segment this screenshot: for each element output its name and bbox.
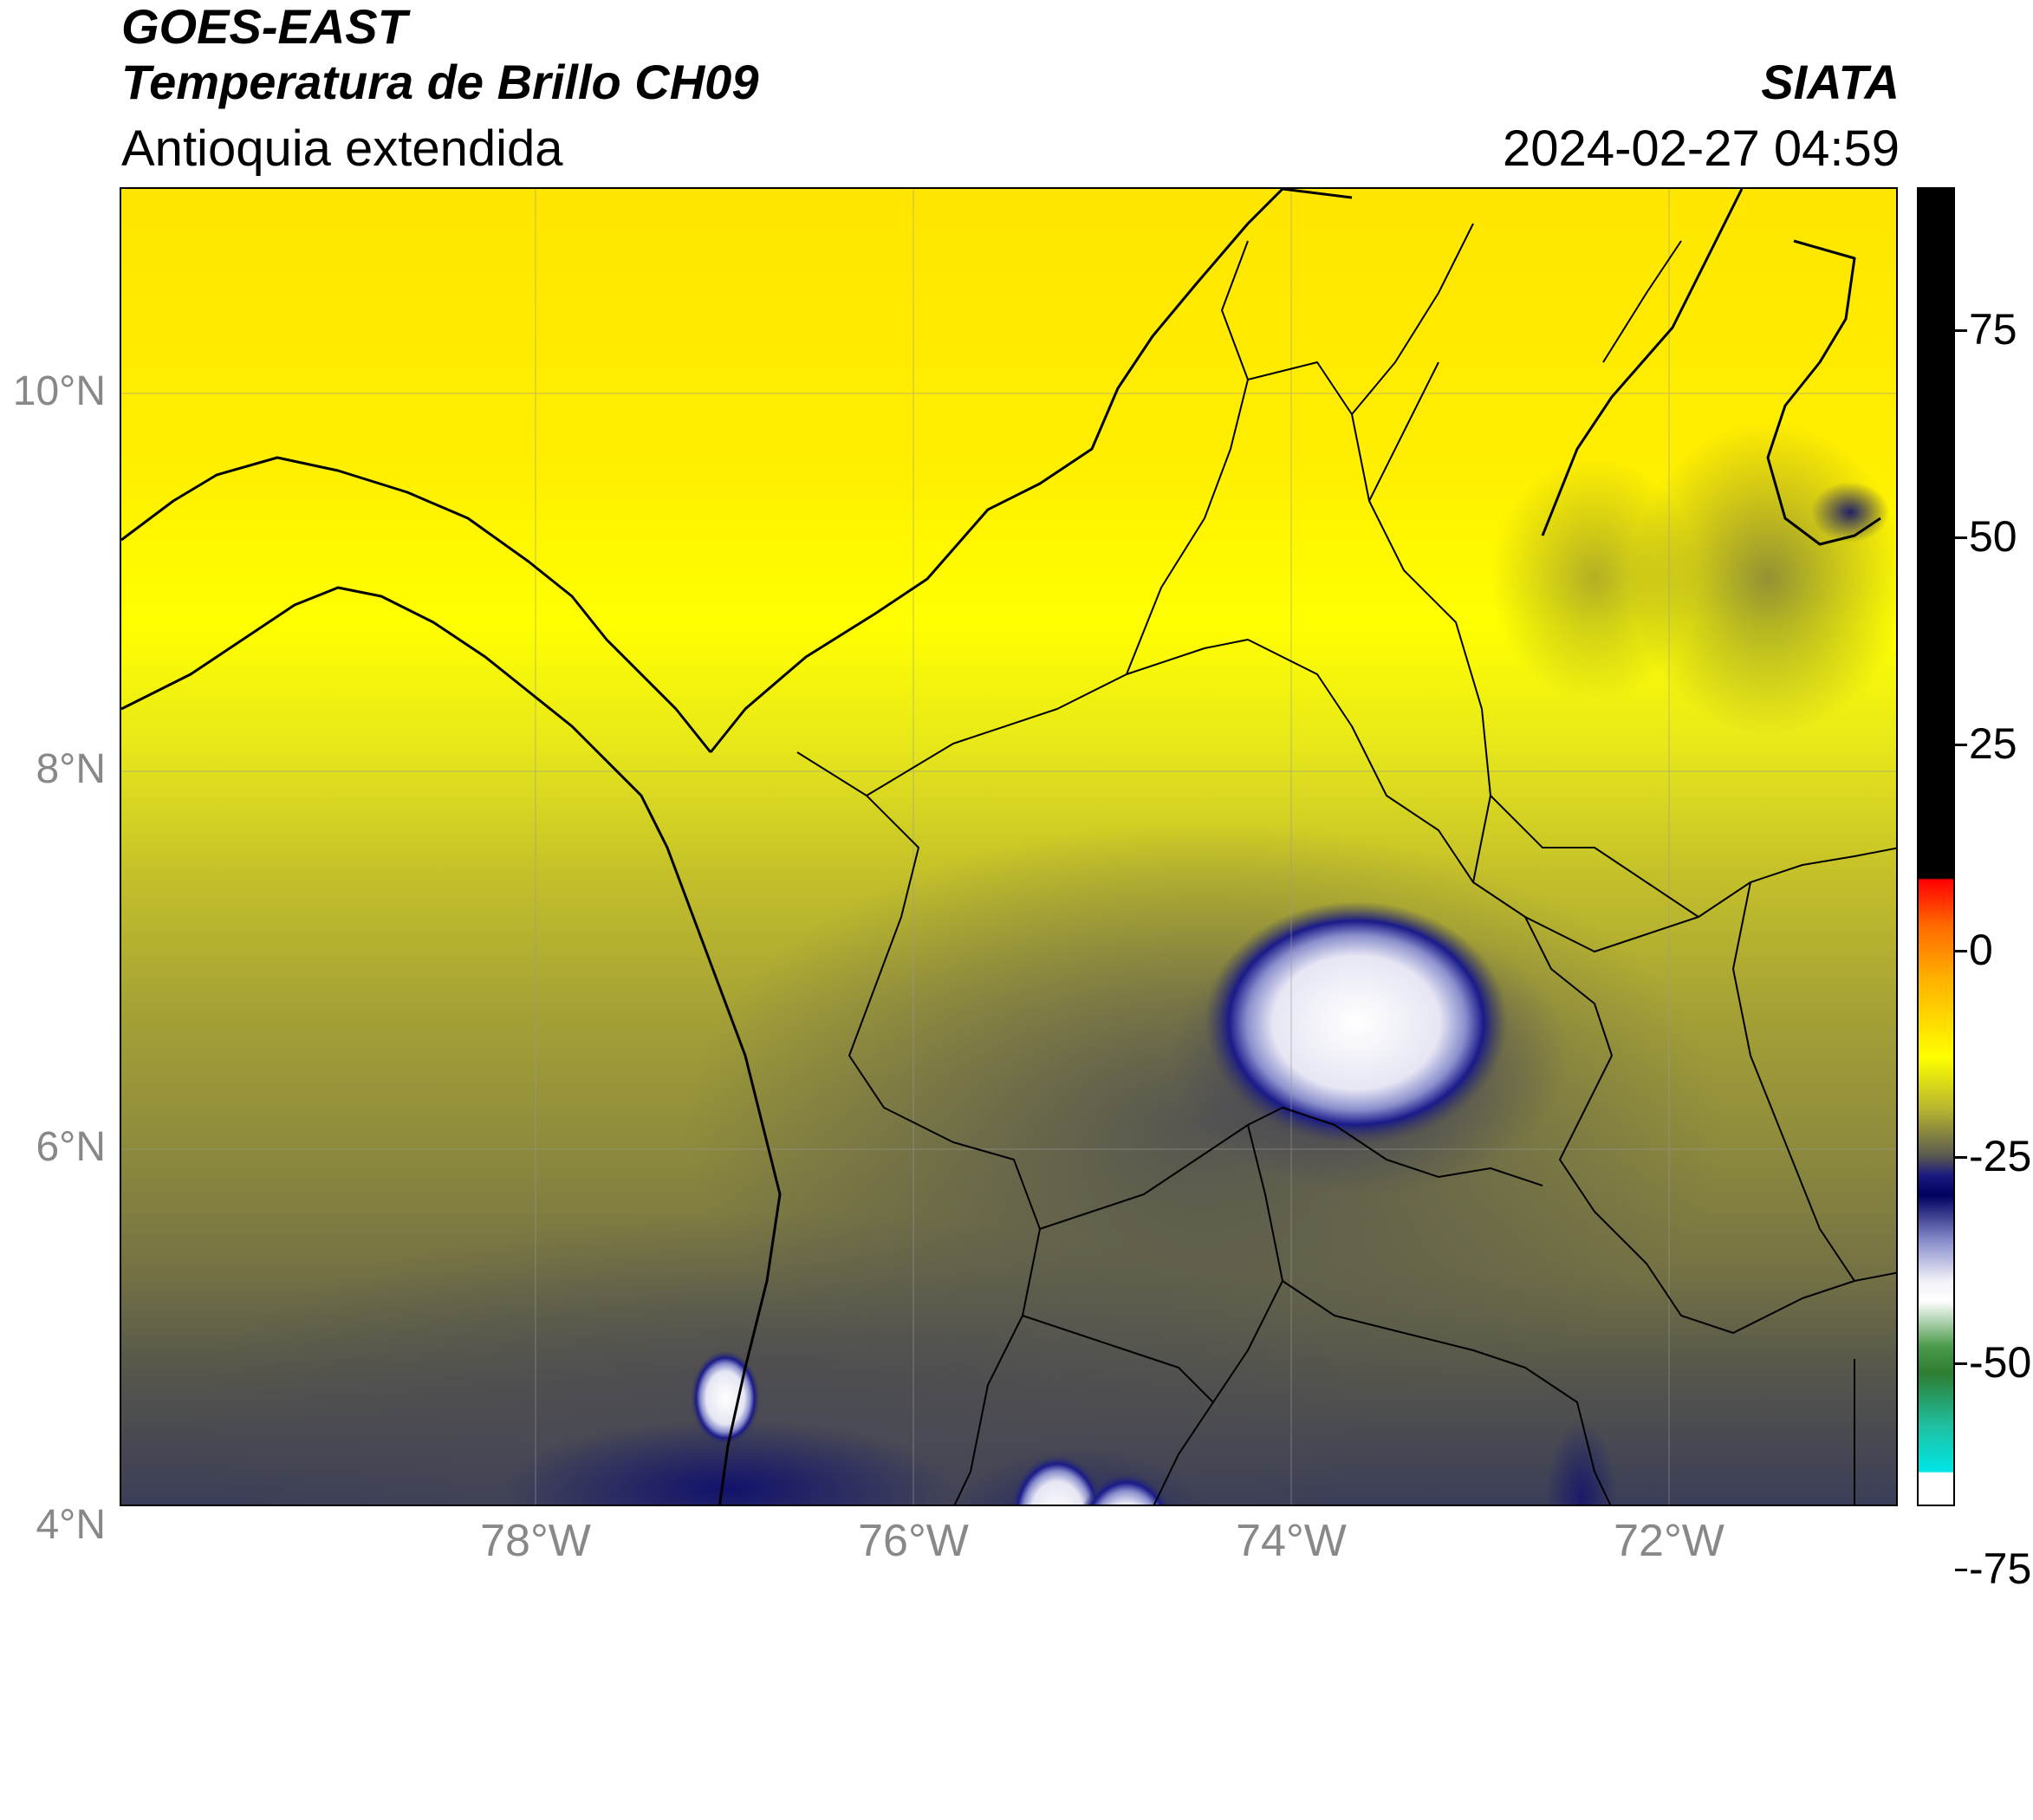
- colorbar-label-25: 25: [1969, 719, 2017, 768]
- colorbar-label-0: 0: [1969, 926, 1993, 974]
- colorbar-tick: [1955, 1156, 1967, 1159]
- colorbar: [1917, 187, 1955, 1506]
- colorbar-label-minus75: -75: [1969, 1544, 2032, 1593]
- colorbar-tick: [1955, 950, 1967, 952]
- lat-label-4n: 4°N: [36, 1502, 106, 1548]
- colorbar-tick: [1955, 1362, 1967, 1365]
- colorbar-tick: [1955, 329, 1967, 332]
- colorbar-label-minus25: -25: [1969, 1132, 2032, 1180]
- colorbar-label-50: 50: [1969, 512, 2017, 561]
- temperature-field: [121, 189, 1896, 1505]
- lon-label-78w: 78°W: [480, 1516, 591, 1566]
- lon-label-74w: 74°W: [1236, 1516, 1347, 1566]
- colorbar-tick: [1955, 1569, 1967, 1571]
- lat-label-10n: 10°N: [12, 368, 106, 414]
- satellite-title: GOES-EAST: [121, 0, 407, 54]
- organization-label: SIATA: [1761, 55, 1900, 109]
- lon-label-72w: 72°W: [1614, 1516, 1724, 1566]
- lat-label-8n: 8°N: [36, 746, 106, 792]
- colorbar-gradient: [1919, 189, 1953, 1505]
- lon-label-76w: 76°W: [858, 1516, 969, 1566]
- colorbar-tick: [1955, 536, 1967, 539]
- colorbar-label-75: 75: [1969, 305, 2017, 354]
- region-subtitle: Antioquia extendida: [121, 120, 563, 177]
- map-panel: [120, 187, 1898, 1506]
- lat-label-6n: 6°N: [36, 1124, 106, 1170]
- colorbar-tick: [1955, 744, 1967, 746]
- colorbar-label-minus50: -50: [1969, 1338, 2032, 1387]
- product-title: Temperatura de Brillo CH09: [121, 55, 759, 109]
- timestamp-label: 2024-02-27 04:59: [1503, 120, 1900, 177]
